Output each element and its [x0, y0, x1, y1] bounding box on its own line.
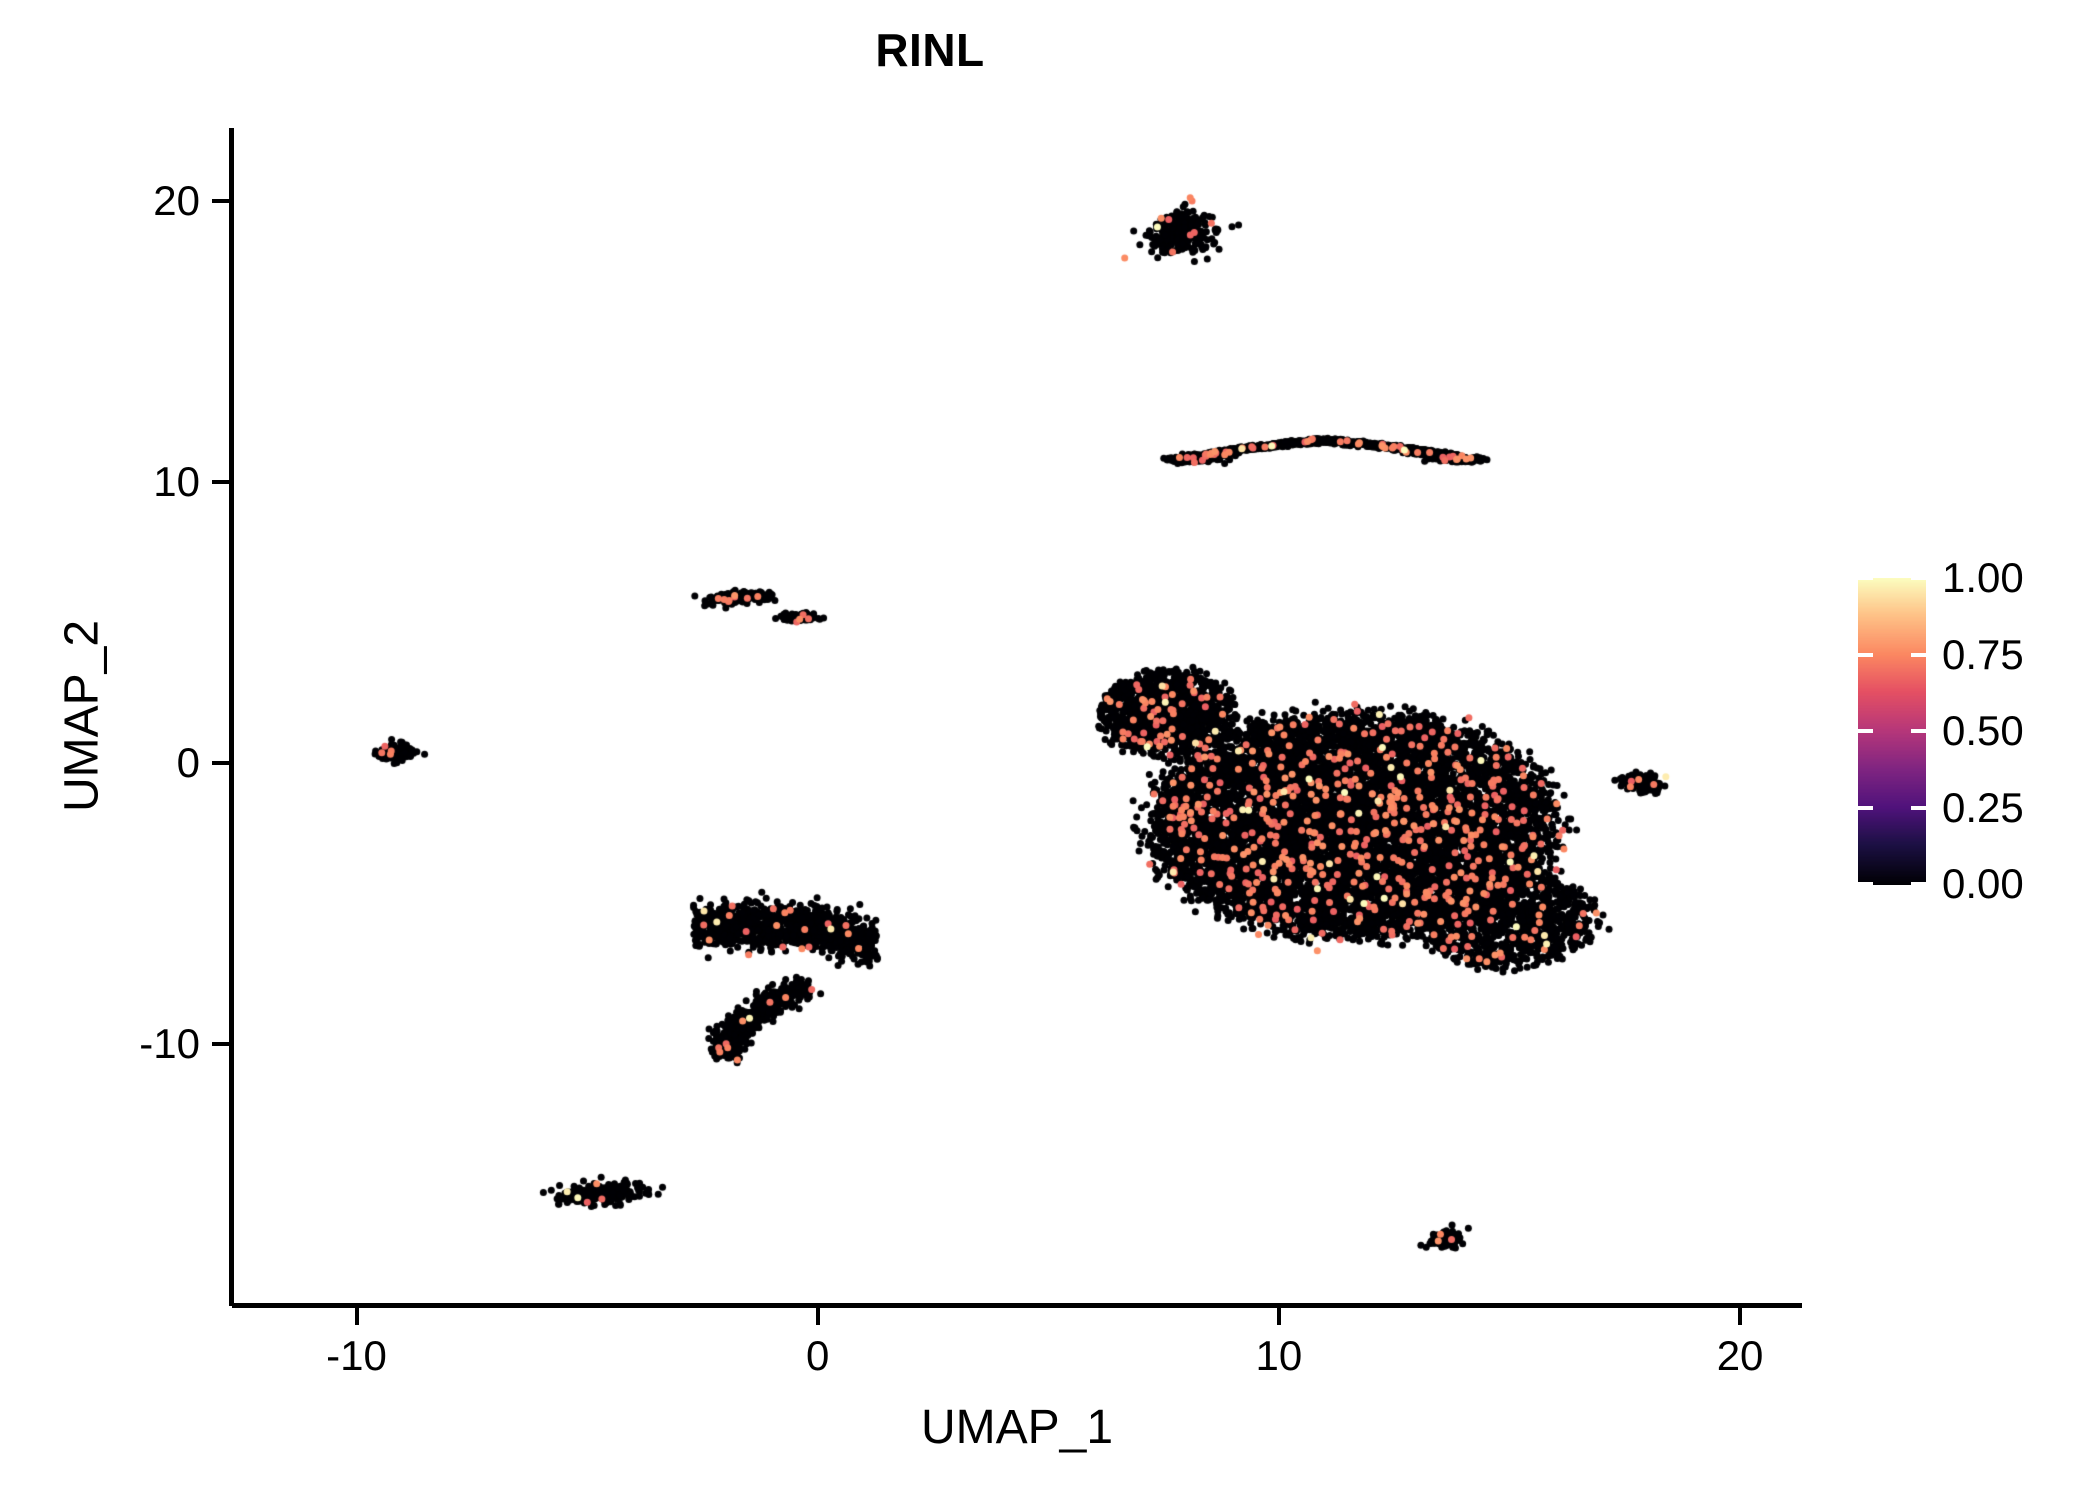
colorbar-tick-mark	[1858, 729, 1873, 733]
y-tick-label: -10	[139, 1020, 200, 1068]
x-tick-mark	[1276, 1308, 1281, 1325]
colorbar-tick-label: 0.25	[1942, 783, 2024, 831]
y-tick-mark	[212, 199, 229, 204]
colorbar-tick-mark	[1858, 805, 1873, 810]
colorbar-tick-label: 0.50	[1942, 707, 2024, 754]
x-tick-label: 0	[806, 1332, 830, 1379]
y-tick-label: 10	[153, 458, 200, 506]
y-axis-line	[229, 128, 234, 1306]
colorbar-tick-mark	[1858, 576, 1873, 580]
x-axis-line	[232, 1303, 1802, 1308]
y-tick-mark	[212, 480, 229, 485]
y-axis-title: UMAP_2	[55, 619, 109, 813]
x-tick-mark	[354, 1308, 359, 1325]
plot-panel	[232, 128, 1800, 1303]
colorbar-tick-mark	[1911, 805, 1926, 810]
colorbar-tick-mark	[1858, 652, 1873, 657]
page-title: RINL	[875, 24, 985, 76]
x-tick-label: -10	[326, 1332, 387, 1379]
colorbar-tick-label: 0.00	[1942, 860, 2024, 907]
colorbar-legend: 1.00 0.75 0.50 0.25 0.00	[1858, 554, 2088, 907]
y-tick-mark	[212, 1042, 229, 1047]
colorbar-tick-mark	[1911, 729, 1926, 733]
y-tick-label: 20	[153, 177, 200, 225]
colorbar-tick-mark	[1911, 576, 1926, 580]
y-tick-label: 0	[176, 739, 200, 787]
scatter-plot-canvas	[232, 128, 1800, 1303]
x-tick-label: 10	[1255, 1332, 1303, 1379]
colorbar-tick-label: 0.75	[1942, 630, 2024, 678]
x-axis-title: UMAP_1	[920, 1401, 1114, 1454]
colorbar-tick-mark	[1911, 882, 1926, 886]
x-tick-mark	[1738, 1308, 1743, 1325]
colorbar-tick-label: 1.00	[1942, 554, 2024, 601]
colorbar-tick-mark	[1858, 882, 1873, 886]
x-tick-mark	[815, 1308, 820, 1325]
x-tick-label: 20	[1716, 1332, 1764, 1379]
y-tick-mark	[212, 761, 229, 766]
colorbar-tick-mark	[1911, 652, 1926, 657]
